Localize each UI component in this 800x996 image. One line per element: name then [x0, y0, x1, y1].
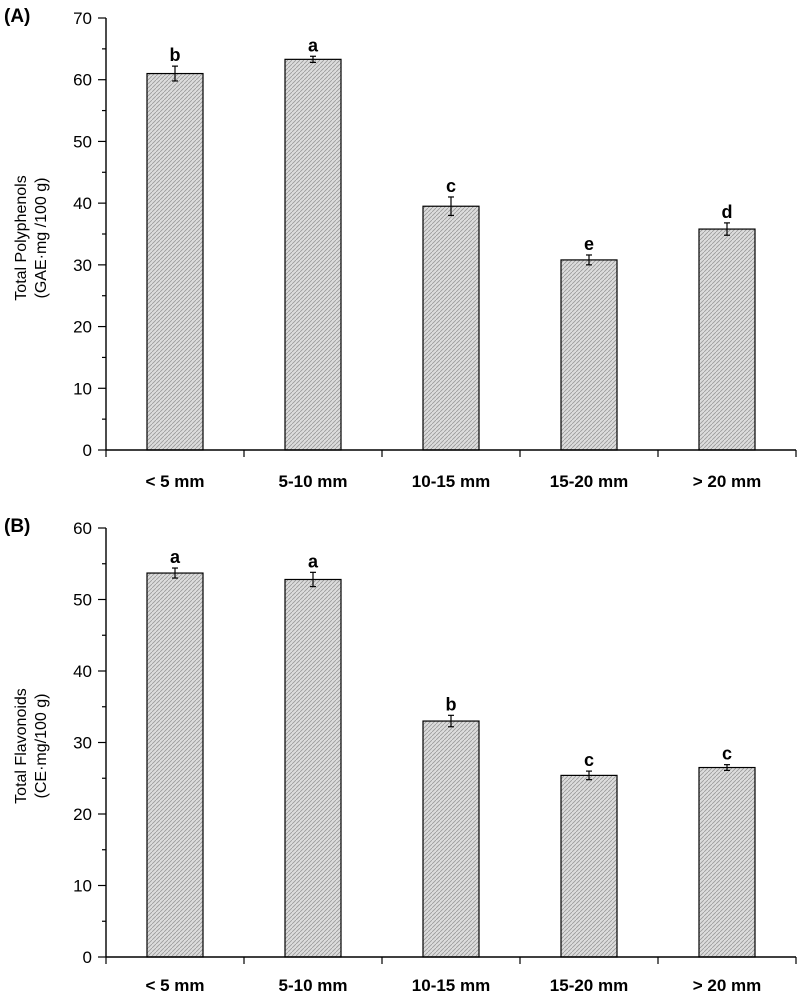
- panel-a-significance-letter: b: [170, 45, 181, 65]
- panel-a-ytick-label: 0: [83, 441, 92, 460]
- panel-b-ytick-label: 0: [83, 948, 92, 967]
- panel-b-bar: [146, 572, 204, 958]
- panel-a-category-label: > 20 mm: [693, 472, 762, 491]
- panel-a-error-bar: [448, 196, 454, 217]
- panel-a-bar: [284, 58, 342, 451]
- panel-b-significance: a a b c c: [170, 547, 732, 770]
- panel-b-significance-letter: b: [446, 694, 457, 714]
- panel-a-significance: b a c e d: [170, 35, 733, 254]
- panel-a-label: (A): [4, 6, 30, 27]
- panel-a-category-label: 10-15 mm: [412, 472, 490, 491]
- panel-b-ylabel-line1: Total Flavonoids: [13, 688, 30, 804]
- panel-b-category-label: > 20 mm: [693, 976, 762, 995]
- panel-a-error-bar: [724, 222, 730, 236]
- panel-a-significance-letter: a: [308, 35, 319, 55]
- panel-a-category-label: 5-10 mm: [279, 472, 348, 491]
- panel-b-error-bar: [448, 714, 454, 728]
- panel-b-bars: [146, 567, 756, 958]
- panel-a-ylabel-line1: Total Polyphenols: [13, 175, 30, 300]
- panel-a-significance-letter: d: [722, 202, 733, 222]
- panel-b: (B) Total Flavonoids (CE·mg/100 g) 0 10 …: [4, 516, 797, 995]
- panel-a-error-bar: [586, 254, 592, 266]
- panel-b-bar: [422, 720, 480, 958]
- panel-b-y-ticks: 0 10 20 30 40 50 60: [73, 519, 92, 967]
- panel-b-ylabel-line2: (CE·mg/100 g): [33, 694, 50, 799]
- panel-b-label: (B): [4, 516, 30, 537]
- panel-b-significance-letter: a: [170, 547, 181, 567]
- panel-a-ytick-label: 10: [73, 379, 92, 398]
- panel-a: (A) Total Polyphenols (GAE·mg /100 g) 0 …: [4, 6, 797, 491]
- panel-b-category-label: < 5 mm: [145, 976, 204, 995]
- panel-a-significance-letter: c: [446, 176, 456, 196]
- panel-b-ytick-label: 50: [73, 591, 92, 610]
- panel-a-bar: [698, 228, 756, 451]
- panel-a-bar: [422, 205, 480, 451]
- panel-b-error-bar: [310, 571, 316, 588]
- panel-b-ytick-label: 30: [73, 734, 92, 753]
- panel-b-error-bar: [172, 567, 178, 579]
- panel-a-x-ticks: < 5 mm 5-10 mm 10-15 mm 15-20 mm > 20 mm: [145, 472, 761, 491]
- panel-b-ytick-label: 10: [73, 877, 92, 896]
- panel-a-ytick-label: 70: [73, 9, 92, 28]
- panel-b-category-label: 15-20 mm: [550, 976, 628, 995]
- panel-b-error-bar: [724, 764, 730, 771]
- panel-b-error-bar: [586, 770, 592, 781]
- panel-b-bar: [698, 766, 756, 958]
- panel-a-ytick-label: 30: [73, 256, 92, 275]
- panel-a-category-label: 15-20 mm: [550, 472, 628, 491]
- panel-a-ytick-label: 40: [73, 194, 92, 213]
- panel-a-significance-letter: e: [584, 234, 594, 254]
- panel-a-ylabel-line2: (GAE·mg /100 g): [33, 178, 50, 299]
- panel-b-axes: [98, 527, 797, 964]
- panel-a-bars: [146, 55, 756, 451]
- panel-a-y-ticks: 0 10 20 30 40 50 60 70: [73, 9, 92, 460]
- panel-a-bar: [146, 72, 204, 451]
- panel-a-error-bar: [310, 55, 316, 64]
- panel-b-x-ticks: < 5 mm 5-10 mm 10-15 mm 15-20 mm > 20 mm: [145, 976, 761, 995]
- panel-b-category-label: 10-15 mm: [412, 976, 490, 995]
- panel-a-category-label: < 5 mm: [145, 472, 204, 491]
- panel-a-ytick-label: 50: [73, 132, 92, 151]
- panel-a-error-bar: [172, 65, 178, 82]
- panel-b-ytick-label: 60: [73, 519, 92, 538]
- panel-a-ytick-label: 20: [73, 318, 92, 337]
- panel-a-axes: [98, 17, 797, 457]
- panel-b-bar: [284, 578, 342, 958]
- panel-b-category-label: 5-10 mm: [279, 976, 348, 995]
- panel-b-significance-letter: c: [584, 750, 594, 770]
- panel-a-bar: [560, 259, 618, 451]
- panel-b-significance-letter: a: [308, 551, 319, 571]
- panel-a-ytick-label: 60: [73, 71, 92, 90]
- panel-b-y-axis-title: Total Flavonoids (CE·mg/100 g): [13, 688, 50, 804]
- panel-b-bar: [560, 774, 618, 958]
- panel-b-ytick-label: 40: [73, 662, 92, 681]
- panel-b-significance-letter: c: [722, 744, 732, 764]
- panel-a-y-axis-title: Total Polyphenols (GAE·mg /100 g): [13, 175, 50, 300]
- panel-b-ytick-label: 20: [73, 805, 92, 824]
